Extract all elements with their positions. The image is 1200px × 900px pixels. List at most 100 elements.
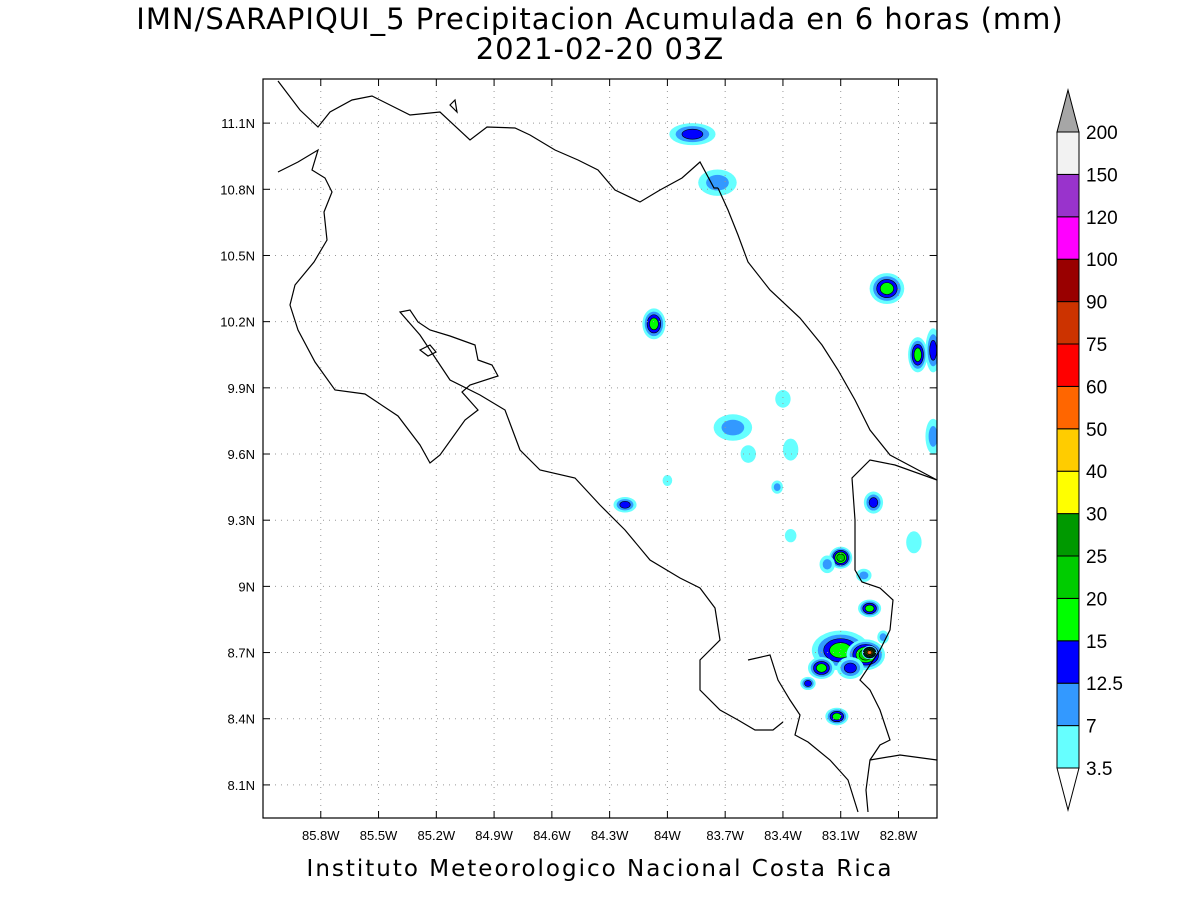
- precip-contour: [928, 425, 937, 447]
- colorbar-level-label: 12.5: [1086, 674, 1123, 695]
- precip-cell: [771, 480, 783, 494]
- precip-cell: [869, 273, 905, 305]
- colorbar-swatch: [1056, 640, 1080, 684]
- lat-tick-label: 10.5N: [220, 248, 255, 263]
- lon-tick-label: 84.3W: [591, 828, 629, 843]
- lon-tick-label: 83.7W: [706, 828, 744, 843]
- colorbar-level-label: 150: [1086, 165, 1118, 186]
- lon-tick-label: 83.1W: [822, 828, 860, 843]
- colorbar-swatch: [1056, 513, 1080, 557]
- colorbar-level-label: 100: [1086, 250, 1118, 271]
- lat-tick-label: 8.4N: [228, 712, 255, 727]
- precip-cell: [811, 630, 870, 671]
- precip-cell: [784, 529, 797, 543]
- colorbar-level-label: 60: [1086, 377, 1107, 398]
- colorbar-level-label: 15: [1086, 632, 1107, 653]
- precip-cell: [877, 630, 889, 644]
- precip-cell: [740, 445, 756, 463]
- precip-contour: [906, 531, 922, 554]
- colorbar-swatch: [1056, 597, 1080, 642]
- colorbar-legend: 3.5 7 12.5 15 20 25 30 40 50 60 75 90 100 120 150 200: [1056, 88, 1123, 812]
- precip-contour: [879, 282, 894, 295]
- precip-cell: [782, 438, 799, 461]
- colorbar-swatch: [1056, 555, 1080, 599]
- precip-cell: [836, 656, 864, 680]
- map-title: IMN/SARAPIQUI_5 Precipitacion Acumulada …: [136, 2, 1064, 36]
- colorbar-over-arrow: [1056, 88, 1080, 133]
- precip-contour: [843, 662, 857, 674]
- precip-cell: [858, 599, 882, 618]
- colorbar-level-label: 40: [1086, 462, 1107, 483]
- precip-contour: [913, 347, 922, 362]
- colorbar-swatch: [1056, 216, 1080, 260]
- precip-contour: [784, 529, 797, 543]
- colorbar-level-label: 120: [1086, 208, 1118, 229]
- panama-coast: [869, 754, 937, 761]
- precip-contour: [864, 604, 875, 613]
- golfo-dulce: [851, 459, 937, 813]
- precip-contour: [681, 128, 704, 140]
- precip-contour: [815, 663, 827, 673]
- precip-cell: [863, 491, 884, 514]
- precip-contour: [879, 633, 887, 642]
- colorbar-level-label: 75: [1086, 335, 1107, 356]
- precip-cell: [800, 676, 816, 691]
- precip-contour: [740, 445, 756, 463]
- precip-cell: [642, 308, 666, 340]
- lon-tick-label: 83.4W: [764, 828, 802, 843]
- colorbar-swatch: [1056, 725, 1080, 769]
- lat-tick-label: 9.6N: [228, 447, 255, 462]
- lon-tick-label: 85.8W: [302, 828, 340, 843]
- colorbar-level-label: 25: [1086, 547, 1107, 568]
- colorbar-under-arrow: [1056, 767, 1080, 812]
- map-subtitle-datetime: 2021-02-20 03Z: [475, 32, 725, 66]
- colorbar-swatch: [1056, 343, 1080, 387]
- colorbar-swatch: [1056, 131, 1080, 175]
- colorbar-swatch: [1056, 470, 1080, 515]
- precip-contour: [649, 317, 659, 331]
- precip-cell: [925, 418, 937, 455]
- lat-tick-label: 8.1N: [228, 778, 255, 793]
- precip-cell: [829, 546, 853, 569]
- colorbar-swatch: [1056, 258, 1080, 303]
- lat-tick-label: 11.1N: [221, 116, 255, 131]
- precip-cell: [906, 531, 922, 554]
- osa-peninsula: [747, 654, 859, 813]
- precip-cell: [669, 123, 716, 146]
- colorbar-level-label: 3.5: [1086, 759, 1112, 780]
- colorbar-level-label: 7: [1086, 717, 1097, 738]
- colorbar-level-label: 90: [1086, 293, 1107, 314]
- map-frame: [262, 78, 938, 819]
- precip-contour: [662, 474, 673, 487]
- footer-credit: Instituto Meteorologico Nacional Costa R…: [306, 856, 894, 882]
- lon-tick-label: 85.2W: [418, 828, 456, 843]
- lat-tick-label: 10.2N: [220, 315, 255, 330]
- colorbar-swatch: [1056, 682, 1080, 727]
- colorbar-swatch: [1056, 173, 1080, 218]
- colorbar-level-label: 20: [1086, 589, 1107, 610]
- colorbar-level-label: 30: [1086, 505, 1107, 526]
- precip-cell: [698, 169, 737, 196]
- precip-contour: [782, 438, 799, 461]
- caribbean-coastline: [717, 187, 937, 481]
- island-nicaragua-lake: [449, 98, 458, 114]
- lat-tick-label: 9.3N: [228, 513, 255, 528]
- precip-contour: [773, 483, 781, 492]
- precip-cell: [775, 390, 791, 408]
- lon-tick-label: 82.8W: [880, 828, 918, 843]
- nicaragua-border: [277, 80, 718, 203]
- precip-contour: [804, 680, 812, 687]
- precip-cell: [925, 328, 937, 373]
- precip-contour: [822, 559, 832, 570]
- precip-cell: [662, 474, 673, 487]
- precip-cell: [908, 337, 928, 373]
- lon-tick-label: 84.6W: [533, 828, 571, 843]
- lat-tick-label: 10.8N: [220, 182, 255, 197]
- lon-tick-label: 84.9W: [475, 828, 513, 843]
- chira-island: [418, 344, 437, 357]
- coastline-borders: [277, 80, 937, 813]
- precip-contour: [775, 390, 791, 408]
- colorbar-swatch: [1056, 301, 1080, 345]
- lat-lon-grid: [263, 79, 937, 818]
